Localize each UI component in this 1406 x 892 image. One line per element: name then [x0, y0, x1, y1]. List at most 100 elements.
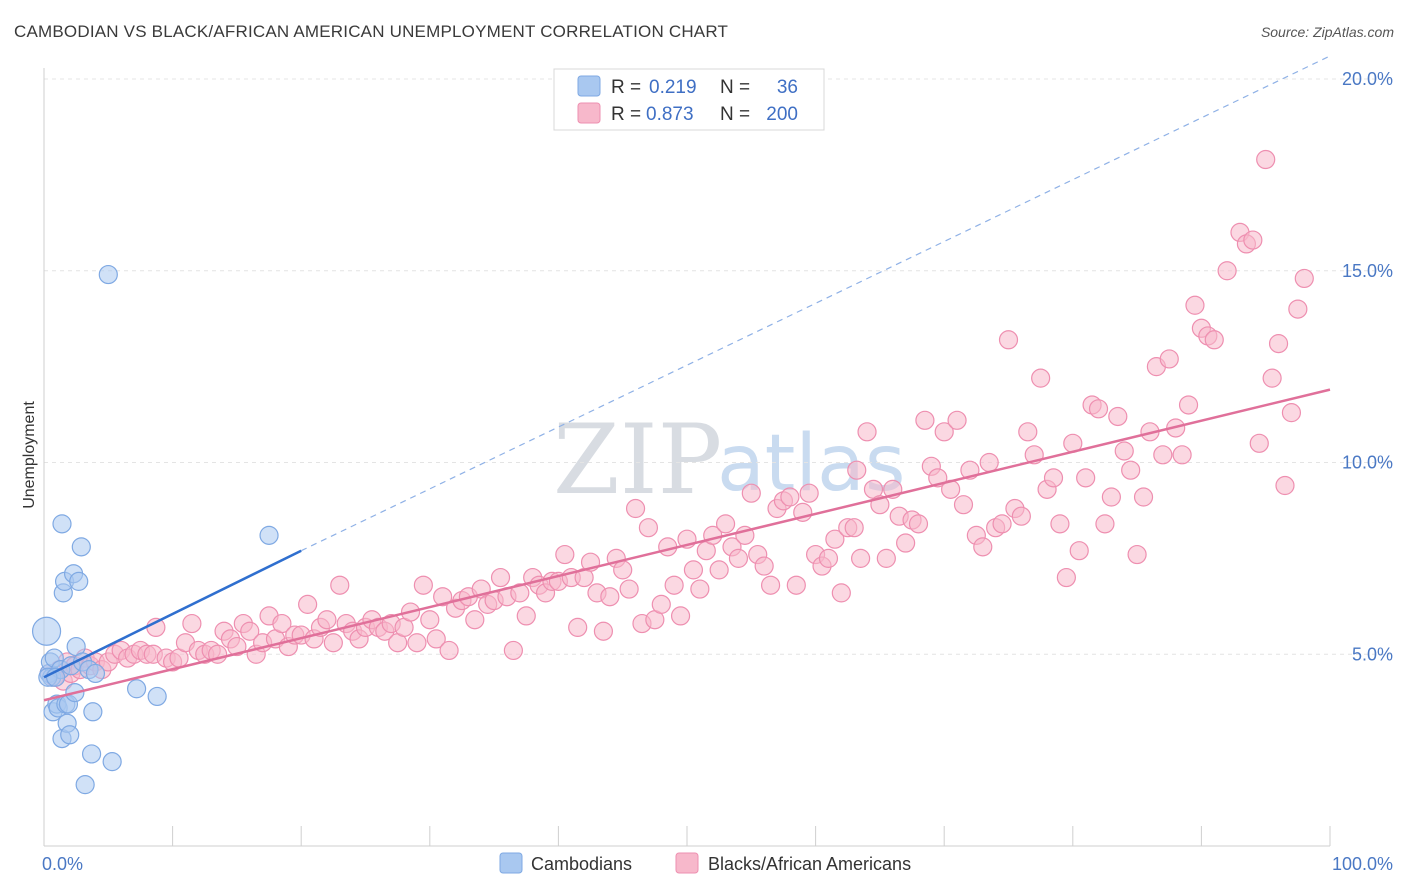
black-african-american-point — [317, 610, 337, 630]
black-african-american-point — [330, 575, 350, 595]
black-african-american-point — [1011, 506, 1031, 526]
black-african-american-point — [709, 560, 729, 580]
cambodian-point — [147, 686, 167, 707]
black-african-american-point — [651, 594, 671, 614]
black-african-american-point — [998, 330, 1019, 350]
black-african-american-point — [413, 575, 433, 595]
black-african-american-point — [619, 579, 639, 599]
black-african-american-point — [1243, 230, 1263, 250]
cambodian-point — [69, 571, 89, 591]
black-african-american-point — [1088, 399, 1109, 419]
black-african-american-point — [323, 633, 343, 653]
y-tick-label: 10.0% — [1342, 453, 1393, 473]
y-tick-label: 5.0% — [1352, 644, 1393, 664]
cambodian-point — [52, 514, 72, 534]
black-african-american-point — [1185, 295, 1205, 315]
legend-r-value-2: 0.873 — [646, 104, 694, 125]
black-african-american-point — [625, 498, 646, 519]
black-african-american-point — [1204, 330, 1224, 350]
black-african-american-point — [240, 621, 260, 641]
black-african-american-point — [426, 629, 446, 649]
cambodian-point — [126, 679, 147, 699]
black-african-american-point — [638, 518, 659, 538]
black-african-american-point — [465, 610, 485, 630]
cambodian-point — [71, 537, 91, 557]
black-african-american-point — [831, 583, 851, 603]
black-african-american-point — [690, 579, 710, 599]
black-african-american-point — [1114, 441, 1134, 461]
black-african-american-point — [760, 575, 781, 595]
y-tick-label: 20.0% — [1342, 69, 1393, 89]
bottom-legend-label-cambodians: Cambodians — [531, 854, 632, 874]
black-african-american-point — [953, 495, 974, 515]
black-african-american-point — [1153, 445, 1173, 465]
black-african-american-point — [825, 529, 845, 549]
y-axis-title: Unemployment — [21, 401, 38, 509]
black-african-american-point — [1172, 445, 1192, 465]
cambodian-point — [259, 525, 279, 545]
black-african-american-point — [613, 560, 633, 580]
black-african-american-point — [934, 422, 954, 442]
black-african-american-point — [664, 575, 684, 595]
trend-lines — [43, 55, 1331, 702]
black-african-american-point — [1288, 299, 1308, 319]
cambodian-point — [75, 775, 95, 795]
black-african-american-point — [420, 610, 440, 630]
black-african-american-point — [503, 640, 523, 661]
trend-line-cambodians-extension — [300, 55, 1331, 552]
black-african-american-point — [1275, 475, 1295, 496]
black-african-american-point — [754, 556, 774, 576]
cambodian-point — [83, 702, 103, 722]
black-african-american-point — [741, 483, 761, 503]
black-african-american-point — [973, 537, 993, 557]
black-african-american-point — [670, 606, 691, 626]
black-african-american-point — [1178, 395, 1199, 415]
black-african-american-point — [555, 544, 575, 565]
legend-swatch-cambodians — [577, 75, 601, 97]
black-african-american-point — [851, 548, 871, 568]
black-african-american-point — [1133, 487, 1154, 507]
black-african-american-point — [1031, 368, 1051, 388]
chart-title: CAMBODIAN VS BLACK/AFRICAN AMERICAN UNEM… — [14, 22, 729, 41]
black-african-american-point — [992, 514, 1012, 534]
black-african-american-point — [915, 410, 935, 430]
x-tick-label: 100.0% — [1332, 854, 1393, 874]
black-african-american-point — [1050, 514, 1070, 534]
black-african-american-point — [182, 613, 202, 634]
black-african-american-point — [908, 514, 929, 534]
black-african-american-point — [490, 567, 511, 588]
x-tick-labels: 0.0% 100.0% — [42, 854, 1393, 874]
black-african-american-point — [227, 636, 247, 657]
black-african-american-point — [1076, 468, 1096, 488]
black-african-american-point — [1069, 541, 1089, 561]
black-african-american-point — [683, 560, 704, 580]
black-african-american-point — [1268, 334, 1289, 354]
cambodian-point — [60, 725, 80, 745]
black-african-american-point — [786, 575, 806, 595]
cambodian-point — [102, 752, 122, 772]
black-african-american-point — [433, 587, 453, 607]
legend-n-value-2: 200 — [766, 104, 798, 125]
bottom-legend: Cambodians Blacks/African Americans — [499, 852, 911, 874]
black-african-american-point — [844, 518, 864, 538]
legend-n-label-2: N = — [720, 104, 750, 125]
black-african-american-point — [510, 583, 530, 603]
black-african-american-point — [1101, 487, 1121, 507]
black-african-american-point — [979, 452, 999, 473]
black-african-american-point — [1043, 468, 1064, 488]
legend-n-value-1: 36 — [777, 77, 798, 98]
black-african-american-point — [847, 460, 867, 480]
black-african-american-point — [1294, 268, 1314, 289]
cambodian-point — [31, 616, 62, 646]
series-blacks-african-americans — [39, 149, 1314, 691]
axes — [43, 68, 1331, 847]
black-african-american-point — [1056, 567, 1076, 588]
black-african-american-point — [799, 483, 819, 503]
black-african-american-point — [1281, 403, 1302, 423]
black-african-american-point — [1159, 349, 1179, 369]
black-african-american-point — [1249, 433, 1269, 453]
legend-box: R = 0.219 N = 36 R = 0.873 N = 200 — [553, 68, 825, 131]
cambodian-point — [81, 744, 102, 764]
black-african-american-point — [600, 587, 620, 607]
